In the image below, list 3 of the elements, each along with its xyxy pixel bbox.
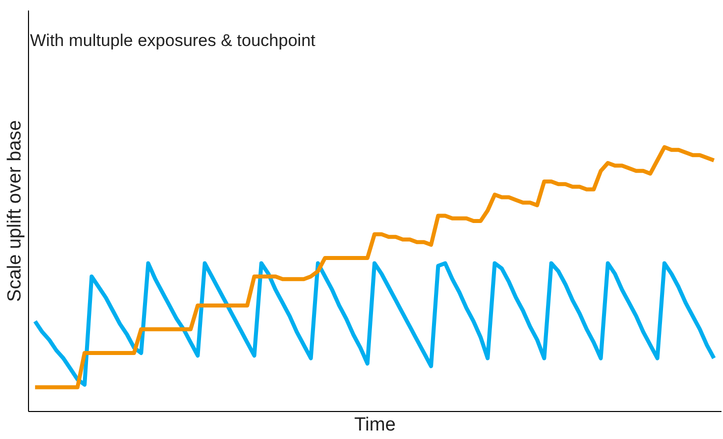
y-axis-title: Scale uplift over base xyxy=(4,120,26,302)
x-axis-title: Time xyxy=(354,414,396,436)
chart-title: With multuple exposures & touchpoint xyxy=(30,31,316,50)
